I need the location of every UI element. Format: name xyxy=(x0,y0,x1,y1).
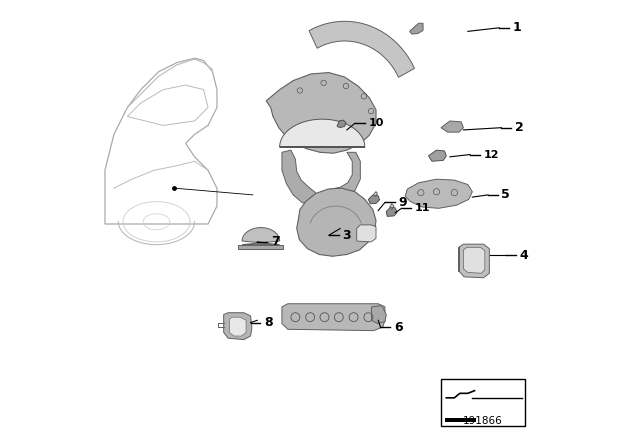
Polygon shape xyxy=(266,73,376,153)
Polygon shape xyxy=(282,304,385,331)
Polygon shape xyxy=(459,244,490,278)
Polygon shape xyxy=(230,317,246,336)
Text: 191866: 191866 xyxy=(463,416,503,426)
Polygon shape xyxy=(441,121,463,132)
Text: 9: 9 xyxy=(398,196,407,209)
Polygon shape xyxy=(369,195,380,204)
Text: 4: 4 xyxy=(520,249,528,262)
Text: 11: 11 xyxy=(415,203,431,213)
Bar xyxy=(441,379,525,426)
Text: 8: 8 xyxy=(264,316,273,329)
Text: 1: 1 xyxy=(513,21,522,34)
Polygon shape xyxy=(309,22,415,78)
Polygon shape xyxy=(223,313,252,340)
Text: 7: 7 xyxy=(271,235,280,249)
Polygon shape xyxy=(356,225,376,242)
Text: 3: 3 xyxy=(342,228,351,242)
Polygon shape xyxy=(458,247,459,271)
Polygon shape xyxy=(239,245,284,249)
Text: 5: 5 xyxy=(502,188,510,202)
Polygon shape xyxy=(371,306,387,323)
Bar xyxy=(445,418,476,422)
Polygon shape xyxy=(324,152,360,202)
Polygon shape xyxy=(297,188,376,256)
Polygon shape xyxy=(337,120,346,128)
Polygon shape xyxy=(428,150,446,161)
Polygon shape xyxy=(280,119,365,147)
Text: 6: 6 xyxy=(394,320,403,334)
Polygon shape xyxy=(242,228,280,245)
Polygon shape xyxy=(282,150,316,205)
Text: 2: 2 xyxy=(515,121,524,134)
Polygon shape xyxy=(387,207,397,216)
Text: 10: 10 xyxy=(369,118,384,128)
Text: 12: 12 xyxy=(484,150,499,159)
Polygon shape xyxy=(405,179,472,208)
Polygon shape xyxy=(410,23,423,34)
Polygon shape xyxy=(463,247,485,273)
